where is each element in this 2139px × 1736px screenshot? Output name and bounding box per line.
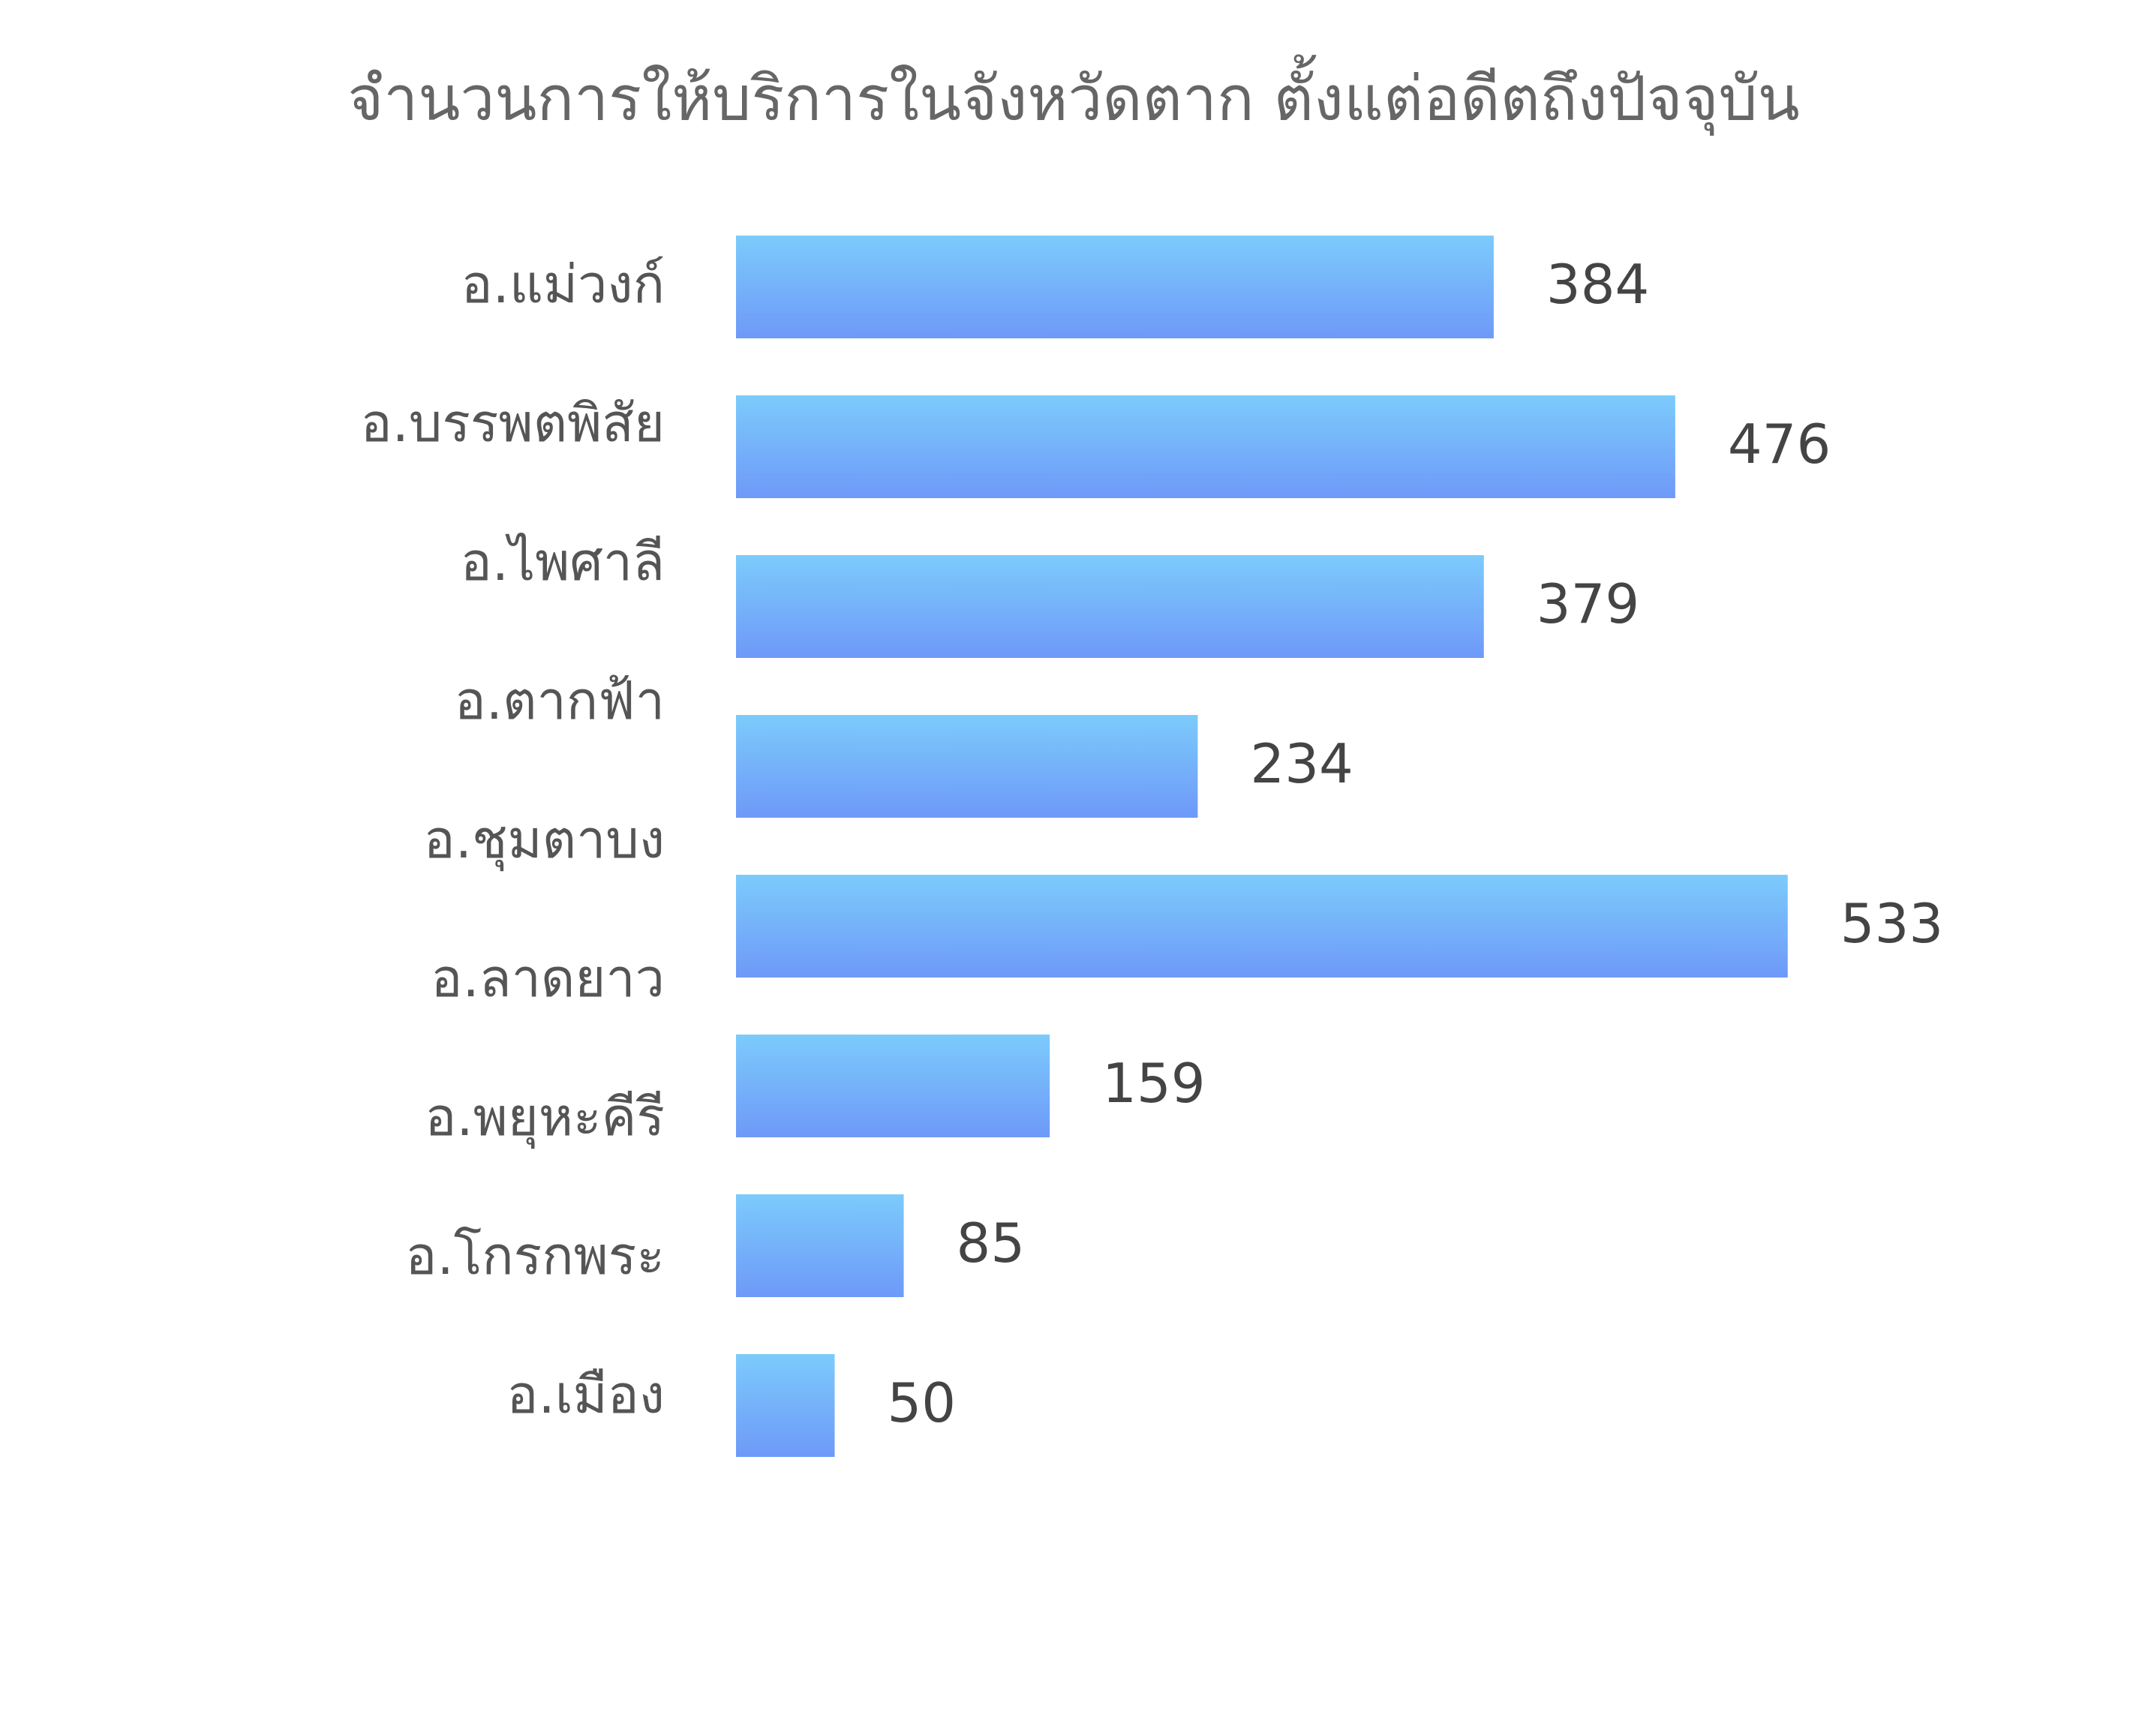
- bar: [736, 1354, 835, 1457]
- value-label: 159: [1102, 1052, 1205, 1115]
- bar: [736, 236, 1494, 338]
- y-tick-label: อ.ลาดยาว: [431, 948, 665, 1009]
- value-label: 85: [957, 1212, 1026, 1275]
- bar: [736, 1035, 1050, 1137]
- y-tick-label: อ.พยุหะคีรี: [425, 1086, 665, 1149]
- y-tick-label: อ.โกรกพระ: [405, 1225, 665, 1287]
- bar: [736, 555, 1484, 658]
- bar: [736, 875, 1788, 978]
- y-tick-label: อ.แม่วงก์: [461, 254, 665, 315]
- bar: [736, 395, 1675, 498]
- y-tick-label: อ.บรรพตพิสัย: [361, 392, 665, 454]
- bar: [736, 1194, 904, 1297]
- y-tick-label: อ.ชุมตาบง: [424, 809, 665, 872]
- chart-title: จำนวนการให้บริการในจังหวัดตาก ตั้งแต่อดี…: [347, 54, 1800, 136]
- value-label: 533: [1840, 892, 1943, 955]
- y-tick-label: อ.เมือง: [506, 1364, 665, 1425]
- value-label: 476: [1728, 413, 1831, 476]
- y-tick-label: อ.ตากฟ้า: [455, 670, 665, 731]
- bar: [736, 715, 1198, 818]
- value-label: 379: [1537, 572, 1639, 635]
- value-label: 384: [1546, 253, 1649, 316]
- value-label: 50: [888, 1371, 957, 1434]
- y-tick-label: อ.ไพศาลี: [461, 531, 665, 593]
- value-label: 234: [1250, 732, 1353, 795]
